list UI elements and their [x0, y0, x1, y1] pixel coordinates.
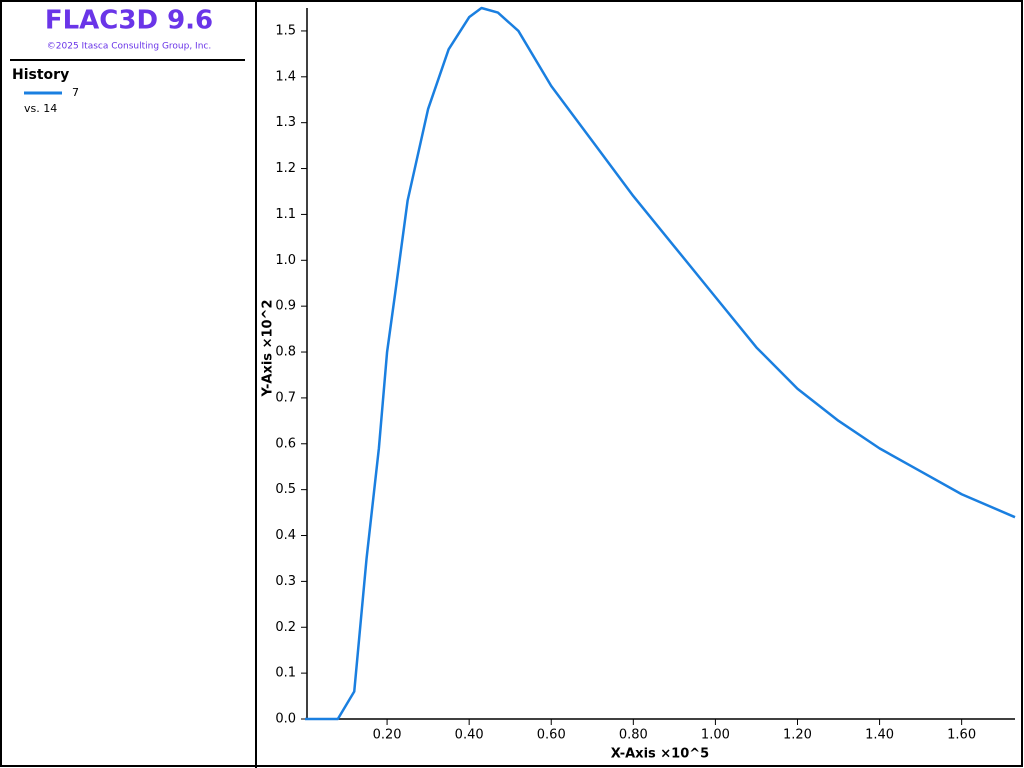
- y-tick-label: 0.6: [275, 436, 296, 451]
- y-tick-label: 1.5: [275, 23, 296, 38]
- x-tick-label: 1.40: [865, 728, 894, 743]
- x-axis-label: X-Axis ×10^5: [611, 747, 709, 762]
- y-tick-label: 0.7: [275, 390, 296, 405]
- y-tick-label: 0.3: [275, 574, 296, 589]
- y-tick-label: 0.8: [275, 345, 296, 360]
- app-title: FLAC3D 9.6: [45, 6, 213, 36]
- legend-note: vs. 14: [24, 102, 57, 115]
- copyright: ©2025 Itasca Consulting Group, Inc.: [47, 42, 211, 52]
- y-tick-label: 1.1: [275, 207, 296, 222]
- y-tick-label: 0.5: [275, 482, 296, 497]
- legend-label: 7: [72, 86, 79, 99]
- y-axis-label: Y-Axis ×10^2: [261, 300, 276, 398]
- x-tick-label: 0.20: [373, 728, 402, 743]
- y-tick-label: 0.1: [275, 666, 296, 681]
- x-tick-label: 1.20: [783, 728, 812, 743]
- x-tick-label: 0.80: [619, 728, 648, 743]
- y-tick-label: 0.2: [275, 620, 296, 635]
- y-tick-label: 1.3: [275, 115, 296, 130]
- legend-title: History: [12, 67, 69, 83]
- y-tick-label: 0.4: [275, 528, 296, 543]
- y-tick-label: 1.0: [275, 253, 296, 268]
- x-tick-label: 0.40: [455, 728, 484, 743]
- x-tick-label: 1.00: [701, 728, 730, 743]
- data-line: [305, 6, 1016, 721]
- y-tick-label: 0.0: [275, 712, 296, 727]
- x-tick-label: 1.60: [947, 728, 976, 743]
- y-tick-label: 1.2: [275, 161, 296, 176]
- y-tick-label: 0.9: [275, 299, 296, 314]
- x-tick-label: 0.60: [537, 728, 566, 743]
- y-tick-label: 1.4: [275, 69, 296, 84]
